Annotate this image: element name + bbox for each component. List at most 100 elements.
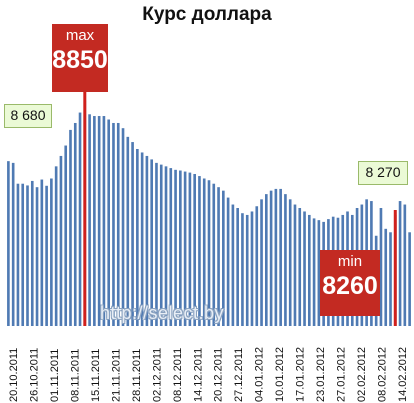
- bar-2: [16, 183, 20, 326]
- bar-53: [260, 199, 263, 326]
- watermark: http://select.by: [100, 303, 225, 323]
- bar-18: [93, 116, 96, 326]
- x-tick-label: 14.02.2012: [397, 347, 409, 402]
- x-tick-label: 21.11.2011: [110, 349, 122, 402]
- bar-40: [198, 176, 201, 326]
- bar-34: [169, 168, 173, 326]
- bar-25: [126, 136, 130, 326]
- bar-32: [159, 164, 163, 326]
- x-tick-label: 20.10.2011: [8, 348, 20, 402]
- bar-49: [241, 213, 244, 326]
- x-tick-label: 14.12.2011: [192, 348, 204, 402]
- max-callout-value: 8850: [52, 46, 108, 74]
- bar-14: [73, 122, 77, 326]
- bar-28: [140, 152, 144, 326]
- x-tick-label: 23.01.2012: [315, 347, 327, 402]
- bar-12: [64, 145, 68, 326]
- start-value-label: 8 680: [4, 104, 52, 128]
- bar-54: [265, 194, 268, 326]
- bar-29: [145, 155, 149, 326]
- min-marker-line: [393, 210, 397, 326]
- bar-57: [279, 188, 282, 326]
- markers-group: [83, 92, 397, 326]
- bar-0: [7, 161, 10, 326]
- bar-64: [312, 218, 316, 326]
- bar-9: [50, 178, 53, 326]
- bar-23: [116, 122, 120, 326]
- bar-59: [288, 199, 292, 326]
- bar-36: [179, 170, 182, 326]
- x-tick-label: 26.10.2011: [29, 348, 41, 402]
- x-tick-label: 01.11.2011: [49, 349, 61, 402]
- x-tick-label: 02.12.2011: [151, 348, 163, 402]
- max-marker-line: [83, 92, 87, 326]
- bar-8: [45, 185, 48, 326]
- bar-24: [121, 128, 125, 326]
- bar-21: [107, 119, 111, 326]
- end-value-label: 8 270: [358, 161, 408, 185]
- bar-30: [150, 159, 153, 326]
- bar-44: [217, 187, 220, 326]
- bar-3: [21, 183, 25, 326]
- bar-80: [389, 232, 392, 326]
- x-tick-label: 15.11.2011: [90, 349, 102, 402]
- bar-52: [255, 206, 259, 326]
- x-tick-label: 27.12.2011: [233, 348, 245, 402]
- bar-19: [97, 116, 101, 326]
- bar-61: [298, 208, 302, 326]
- bar-27: [136, 149, 139, 326]
- bar-83: [403, 204, 407, 326]
- x-tick-label: 08.11.2011: [69, 349, 81, 402]
- bar-63: [307, 214, 311, 326]
- x-tick-label: 20.12.2011: [213, 348, 225, 402]
- x-tick-label: 17.01.2012: [295, 347, 307, 402]
- x-tick-label: 04.01.2012: [254, 347, 266, 402]
- bar-45: [222, 190, 225, 326]
- min-callout-label: min: [337, 253, 363, 270]
- bar-39: [193, 173, 196, 326]
- bar-38: [188, 172, 192, 326]
- bar-58: [284, 194, 287, 326]
- x-tick-label: 02.02.2012: [356, 347, 368, 402]
- bar-33: [164, 166, 168, 326]
- bar-42: [207, 180, 211, 326]
- chart-title: Курс доллара: [142, 4, 272, 25]
- bar-13: [69, 129, 72, 326]
- x-tick-label: 10.01.2012: [274, 347, 286, 402]
- bar-11: [59, 155, 63, 326]
- bar-26: [131, 142, 134, 326]
- bar-47: [231, 204, 235, 326]
- bar-65: [317, 220, 321, 326]
- min-callout: min 8260: [320, 250, 380, 316]
- bar-37: [183, 171, 187, 326]
- bar-46: [226, 197, 230, 326]
- bar-20: [102, 116, 106, 326]
- bar-35: [174, 169, 177, 326]
- bar-79: [384, 228, 388, 326]
- bar-48: [236, 208, 239, 326]
- bar-4: [26, 185, 29, 326]
- x-tick-label: 27.01.2012: [336, 347, 348, 402]
- bar-43: [212, 183, 216, 326]
- bar-6: [35, 187, 39, 326]
- max-callout: max 8850: [52, 24, 108, 92]
- bar-51: [250, 211, 254, 326]
- x-tick-label: 28.11.2011: [131, 349, 143, 402]
- bar-22: [112, 122, 115, 326]
- bar-17: [88, 114, 91, 326]
- bar-84: [408, 232, 411, 326]
- bar-41: [202, 178, 206, 326]
- max-callout-label: max: [65, 27, 95, 44]
- bar-10: [54, 166, 58, 326]
- bar-15: [78, 112, 82, 326]
- bar-5: [30, 180, 34, 326]
- bar-56: [274, 188, 278, 326]
- min-callout-value: 8260: [322, 272, 378, 300]
- bar-82: [398, 201, 402, 326]
- x-tick-label: 08.12.2011: [172, 348, 184, 402]
- bar-1: [11, 162, 15, 326]
- tick-labels-group: 20.10.2011 26.10.2011 01.11.2011 08.11.2011…: [8, 347, 409, 402]
- bar-55: [269, 190, 273, 326]
- x-tick-label: 08.02.2012: [377, 347, 389, 402]
